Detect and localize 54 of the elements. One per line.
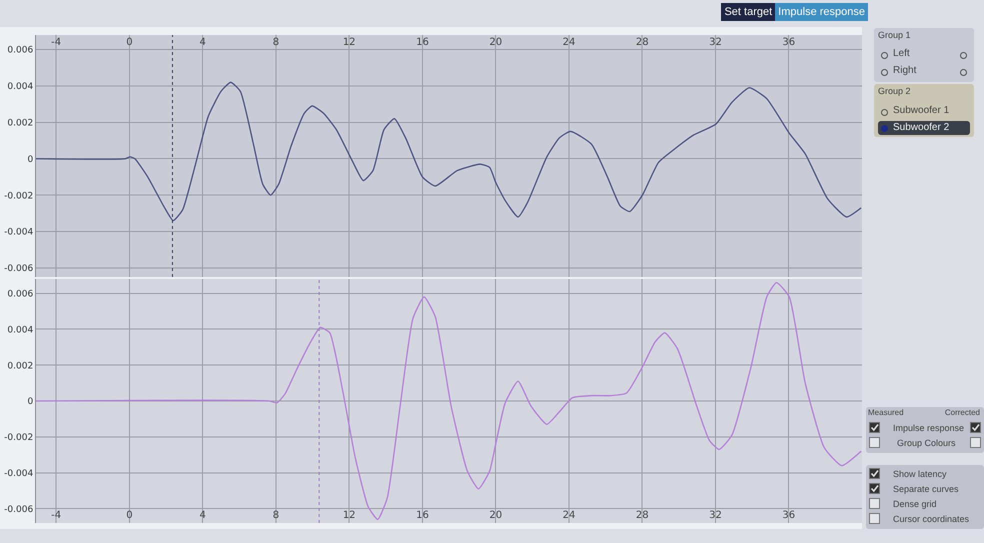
x-tick-label: 4	[199, 37, 206, 48]
text: Group 1	[878, 30, 911, 40]
x-tick-label: 12	[342, 37, 356, 48]
text: Group 2	[878, 86, 911, 96]
x-tick-label: 36	[782, 510, 796, 521]
x-tick-label: -4	[51, 37, 62, 48]
x-tick-label: 16	[416, 510, 429, 521]
y-tick-label: -0.004	[4, 468, 34, 479]
x-tick-label: 24	[562, 37, 576, 48]
x-tick-label: 16	[416, 37, 429, 48]
text: Right	[893, 65, 916, 76]
x-tick-label: 0	[126, 37, 133, 48]
text: Group Colours	[897, 438, 956, 448]
y-tick-label: 0.004	[7, 325, 34, 336]
y-tick-label: -0.002	[4, 191, 34, 202]
y-tick-label: 0.002	[7, 361, 34, 372]
line-series	[36, 82, 862, 222]
y-tick-label: 0.002	[7, 118, 34, 128]
text: Measured	[868, 408, 904, 417]
text: Impulse response	[893, 423, 964, 433]
text: Corrected	[944, 408, 980, 417]
y-tick-label: 0.006	[7, 290, 34, 300]
x-tick-label: -4	[51, 510, 62, 521]
x-tick-label: 32	[709, 510, 722, 521]
text: Dense grid	[893, 499, 937, 509]
x-tick-label: 8	[272, 37, 280, 48]
y-tick-label: -0.006	[4, 264, 34, 274]
y-tick-label: 0.004	[7, 82, 34, 92]
y-tick-label: -0.006	[4, 504, 34, 515]
x-tick-label: 32	[709, 37, 722, 48]
x-tick-label: 0	[126, 510, 133, 521]
x-tick-label: 8	[272, 510, 280, 521]
text: Show latency	[893, 469, 947, 479]
x-tick-label: 28	[636, 510, 649, 521]
y-tick-label: 0.006	[7, 46, 34, 56]
x-tick-label: 28	[636, 37, 649, 48]
text: Subwoofer 1	[893, 105, 950, 116]
text: Set target	[721, 3, 776, 21]
text: Subwoofer 2	[893, 122, 950, 133]
x-tick-label: 36	[782, 37, 796, 48]
text: Separate curves	[893, 484, 959, 494]
text: Cursor coordinates	[893, 514, 970, 524]
x-tick-label: 4	[199, 510, 206, 521]
text: Impulse response	[775, 3, 868, 21]
x-tick-label: 12	[342, 510, 356, 521]
text: Left	[893, 48, 910, 59]
x-tick-label: 20	[489, 37, 502, 48]
line-series	[36, 282, 862, 520]
y-tick-label: -0.002	[4, 433, 34, 444]
x-tick-label: 24	[562, 510, 576, 521]
y-tick-label: 0	[27, 397, 34, 408]
x-tick-label: 20	[489, 510, 502, 521]
y-tick-label: 0	[27, 154, 34, 165]
y-tick-label: -0.004	[4, 228, 34, 238]
